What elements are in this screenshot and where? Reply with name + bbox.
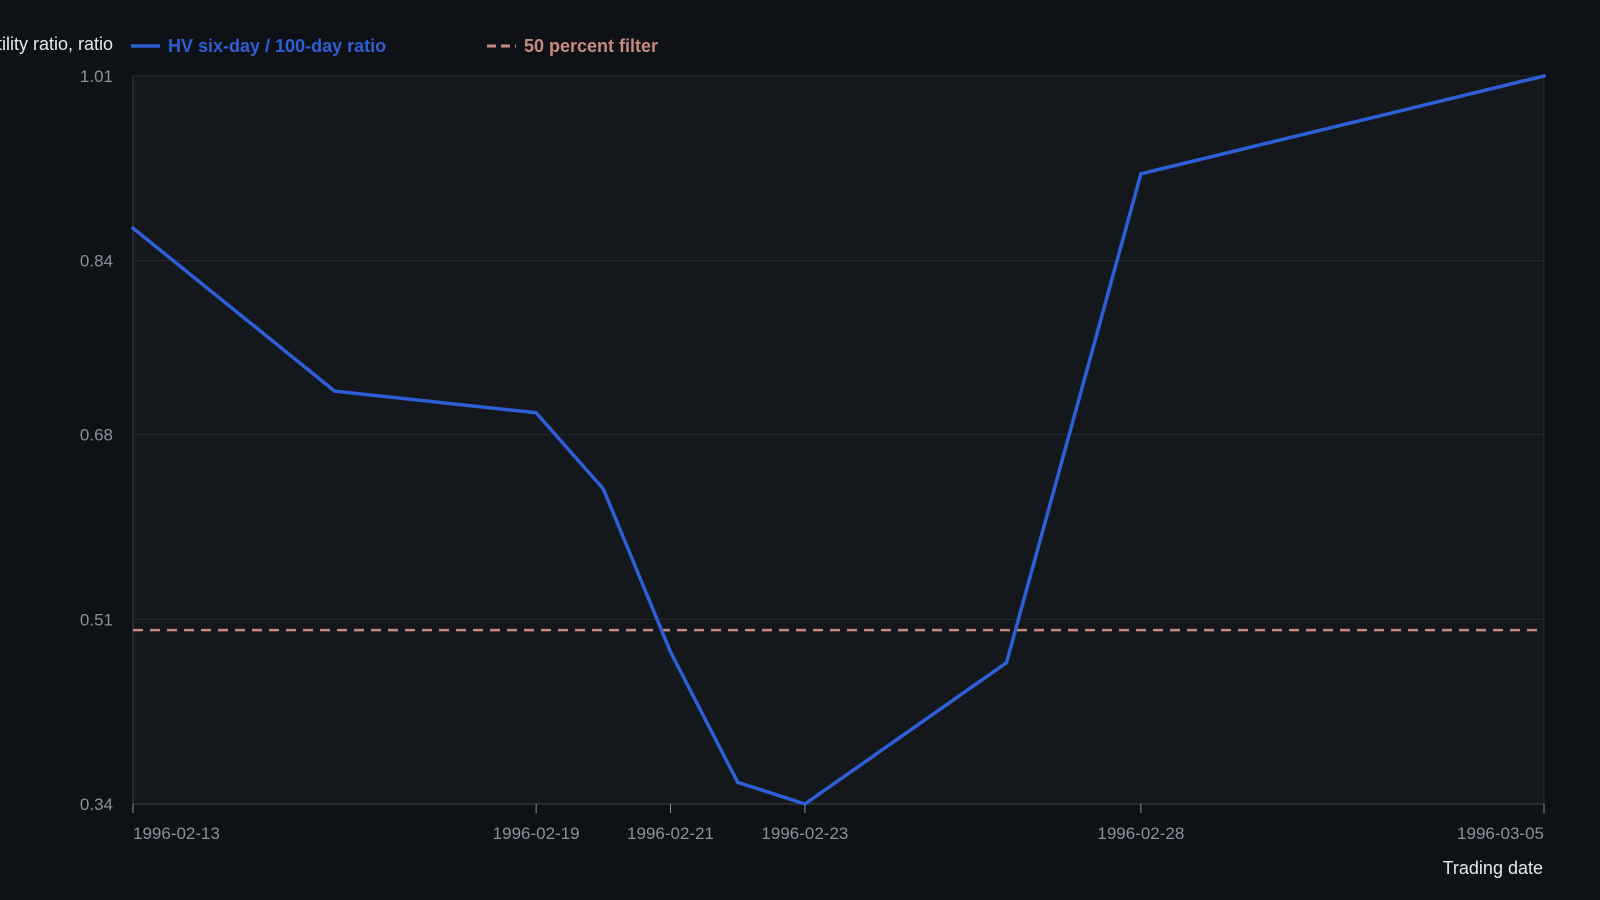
y-axis-title: Volatility ratio, ratio [0,34,113,54]
x-tick-labels: 1996-02-13 1996-02-19 1996-02-21 1996-02-23… [132,804,1545,843]
x-tick-label-5: 1996-03-05 [1457,824,1544,843]
y-tick-label-1: 0.51 [80,610,113,629]
legend-series-label: HV six-day / 100-day ratio [168,36,386,56]
plot-area [133,76,1544,804]
series-point-0 [131,226,135,230]
series-point-1 [332,389,337,393]
series-point-9 [1542,74,1546,78]
y-tick-label-2: 0.68 [80,426,113,445]
y-tick-labels: 0.34 0.51 0.68 0.84 1.01 [80,67,113,814]
x-tick-label-3: 1996-02-23 [761,824,848,843]
x-tick-label-1: 1996-02-19 [493,824,580,843]
series-point-8 [1139,172,1143,176]
legend-threshold-label: 50 percent filter [524,36,658,56]
series-point-4 [668,650,673,654]
series-line-hv-ratio [131,74,1546,806]
series-points [131,74,1546,806]
x-tick-label-4: 1996-02-28 [1097,824,1184,843]
y-tick-label-4: 1.01 [80,67,113,86]
legend: HV six-day / 100-day ratio 50 percent fi… [131,36,658,56]
y-tick-label-0: 0.34 [80,795,113,814]
series-point-5 [735,780,740,785]
x-tick-label-2: 1996-02-21 [627,824,714,843]
y-tick-label-3: 0.84 [80,252,113,271]
x-tick-label-0: 1996-02-13 [133,824,220,843]
series-point-3 [601,487,606,491]
series-point-2 [534,411,538,415]
x-axis-title: Trading date [1443,858,1543,878]
series-point-6 [803,802,807,806]
series-point-7 [1004,660,1009,665]
